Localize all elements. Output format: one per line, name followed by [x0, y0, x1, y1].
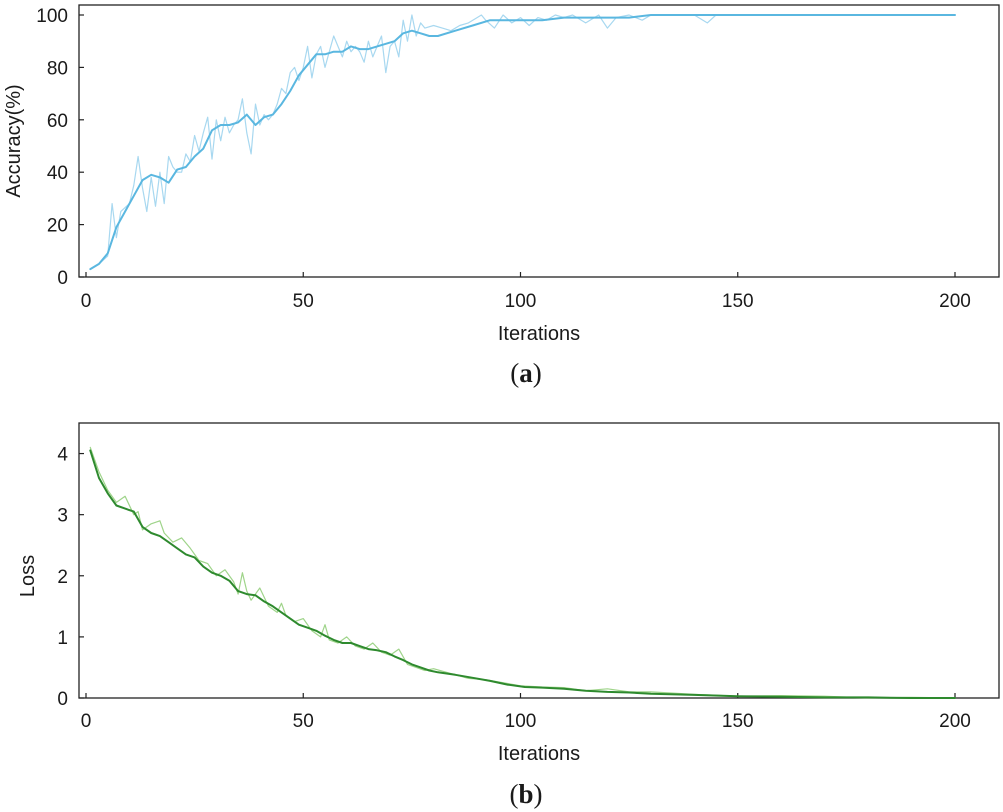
y-tick-label-a-60: 60 [47, 111, 68, 132]
x-tick-label-b-200: 200 [939, 711, 971, 732]
plot-frame-a [78, 4, 1000, 278]
x-tick-label-a-0: 0 [81, 291, 92, 312]
y-tick-label-b-2: 2 [57, 567, 68, 588]
x-tick-label-b-0: 0 [81, 711, 92, 732]
y-tick-label-b-4: 4 [57, 445, 68, 466]
series-line-a-smoothed [89, 14, 956, 271]
panel-label-a-letter: a [519, 358, 533, 388]
y-tick-label-a-80: 80 [47, 58, 68, 79]
x-tick-label-a-200: 200 [939, 291, 971, 312]
panel-a: 0 50 100 150 200 0 20 40 60 80 100 Iterations Accu… [3, 4, 1000, 388]
y-tick-label-b-1: 1 [57, 628, 68, 649]
x-tick-label-b-100: 100 [505, 711, 537, 732]
y-tick-label-b-0: 0 [57, 689, 68, 710]
panel-label-b: (b) [509, 779, 542, 809]
x-axis-title-b: Iterations [498, 743, 580, 765]
x-axis-title-a: Iterations [498, 323, 580, 345]
series-a [89, 14, 956, 271]
y-axis-title-a: Accuracy(%) [3, 84, 25, 197]
y-tick-label-a-0: 0 [57, 268, 68, 289]
x-tick-label-b-50: 50 [293, 711, 314, 732]
x-tick-label-a-150: 150 [722, 291, 754, 312]
plot-frame-b [78, 422, 1000, 699]
y-tick-label-a-40: 40 [47, 163, 68, 184]
panel-b: 0 50 100 150 200 0 1 2 3 4 Iterations Loss (b) [17, 422, 1000, 809]
series-line-a-raw [89, 14, 956, 270]
series-line-b-smoothed [89, 449, 956, 699]
series-b [89, 446, 956, 699]
y-tick-label-b-3: 3 [57, 506, 68, 527]
panel-label-a: (a) [510, 358, 542, 388]
x-tick-label-a-50: 50 [293, 291, 314, 312]
y-tick-label-a-20: 20 [47, 216, 68, 237]
y-tick-label-a-100: 100 [36, 6, 68, 27]
panel-label-b-letter: b [518, 779, 533, 809]
ticks-b: 0 50 100 150 200 0 1 2 3 4 [57, 445, 970, 732]
x-tick-label-a-100: 100 [505, 291, 537, 312]
series-line-b-raw [89, 446, 956, 699]
ticks-a: 0 50 100 150 200 0 20 40 60 80 100 [36, 6, 971, 312]
x-tick-label-b-150: 150 [722, 711, 754, 732]
y-axis-title-b: Loss [17, 555, 39, 597]
